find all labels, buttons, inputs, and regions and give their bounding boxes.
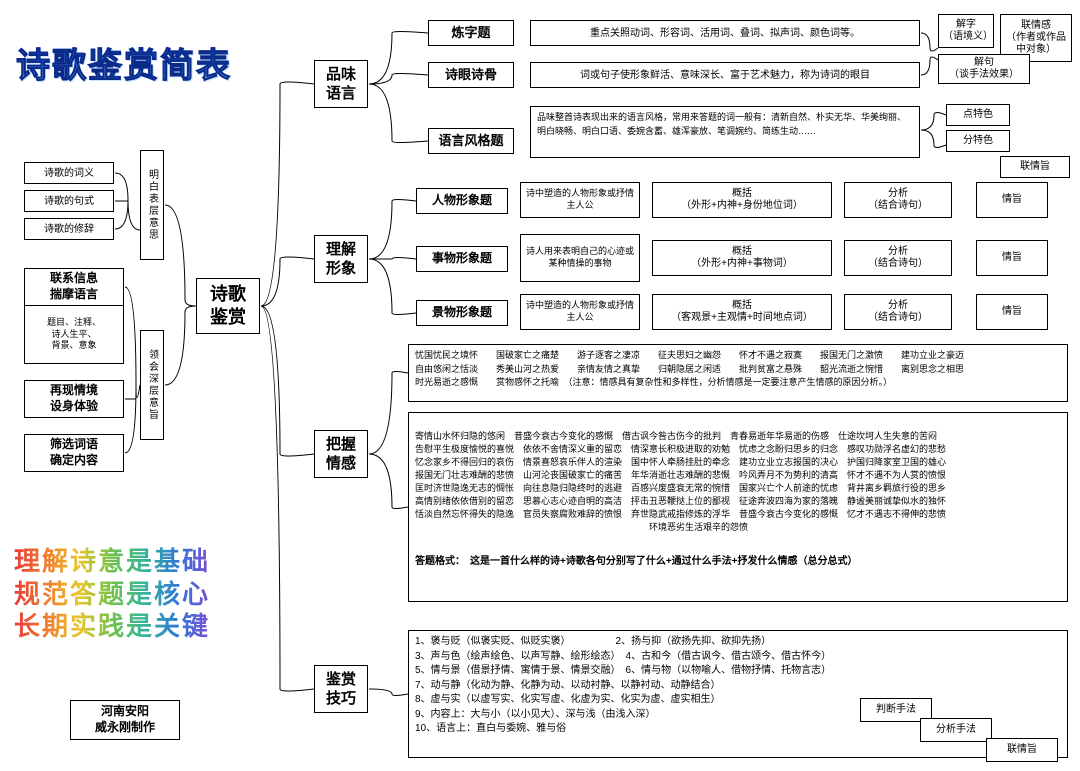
r2-a: 人物形象题 [416,188,508,214]
left-block3: 筛选词语 确定内容 [24,434,124,472]
r2-b: 事物形象题 [416,246,508,272]
r2-c-col2: 分析 （结合诗句） [844,294,952,330]
r1-tag6: 联情旨 [1000,156,1070,178]
emotion-block1: 忧国忧民之境怀 国破家亡之痛楚 游子逐客之凄凉 征夫思妇之幽怨 怀才不遇之寂寞 … [408,344,1068,402]
r2-a-col2: 分析 （结合诗句） [844,182,952,218]
r1-b: 诗眼诗骨 [428,62,514,88]
bridge-top: 明白表层意思 [140,150,164,260]
r1-a-desc: 重点关照动词、形容词、活用词、叠词、拟声词、颜色词等。 [530,20,920,46]
r1-c-desc: 品味整首诗表现出来的语言风格，常用来答题的词一般有：清新自然、朴实无华、华美绚丽… [530,106,920,158]
emotion-block2: 寄情山水怀归隐的悠闲 昔盛今衰古今变化的感慨 借古讽今咎古伤今的批判 青春易逝年… [408,412,1068,602]
left-a: 诗歌的词义 [24,162,114,184]
section-3: 把握 情感 [314,430,368,478]
slogan-line1: 理解诗意是基础 [14,545,210,578]
center-hub: 诗歌 鉴赏 [196,278,260,334]
r2-a-col3: 情旨 [976,182,1048,218]
emotion-block2-text: 寄情山水怀归隐的悠闲 昔盛今衰古今变化的感慨 借古讽今咎古伤今的批判 青春易逝年… [415,430,1061,534]
tech-tag-c: 联情旨 [986,738,1058,762]
bridge-bot: 领会深层意旨 [140,330,164,440]
slogan: 理解诗意是基础 规范答题是核心 长期实践是关键 [14,545,210,643]
r1-b-desc: 词或句子使形象鲜活、意味深长、富于艺术魅力，称为诗词的眼目 [530,62,920,88]
r1-tag5: 分特色 [946,130,1010,152]
r1-c: 语言风格题 [428,128,514,154]
r2-c-col1: 概括 （客观景+主观情+时间地点词） [652,294,832,330]
left-block1-sub: 题目、注释、 诗人生平、 背景、意象 [24,306,124,364]
left-b: 诗歌的句式 [24,190,114,212]
left-block1: 联系信息 揣摩语言 [24,268,124,306]
left-block2: 再现情境 设身体验 [24,380,124,418]
credit: 河南安阳 威永刚制作 [70,700,180,740]
section-1: 品味 语言 [314,60,368,108]
r2-b-col3: 情旨 [976,240,1048,276]
r2-c-sub: 诗中塑造的人物形象或抒情主人公 [520,294,640,330]
r1-tag1: 解字 （语境义） [938,14,994,48]
r2-a-sub: 诗中塑造的人物形象或抒情主人公 [520,182,640,218]
section-4: 鉴赏 技巧 [314,665,368,713]
left-c: 诗歌的修辞 [24,218,114,240]
r2-a-col1: 概括 （外形+内神+身份地位词） [652,182,832,218]
r1-tag4: 点特色 [946,104,1010,126]
section-2: 理解 形象 [314,235,368,283]
slogan-line3: 长期实践是关键 [14,610,210,643]
r2-b-col1: 概括 （外形+内神+事物词） [652,240,832,276]
page-title: 诗歌鉴赏简表 [16,38,232,87]
r2-b-col2: 分析 （结合诗句） [844,240,952,276]
slogan-line2: 规范答题是核心 [14,578,210,611]
emotion-format: 答题格式： 这是一首什么样的诗+诗歌各句分别写了什么+通过什么手法+抒发什么情感… [415,555,1061,570]
r2-c-col3: 情旨 [976,294,1048,330]
tech-tag-b: 分析手法 [920,718,992,742]
r2-c: 景物形象题 [416,300,508,326]
r1-a: 炼字题 [428,20,514,46]
r1-tag3: 解句 （谈手法效果） [938,54,1030,84]
r2-b-sub: 诗人用来表明自己的心迹或某种情操的事物 [520,234,640,282]
